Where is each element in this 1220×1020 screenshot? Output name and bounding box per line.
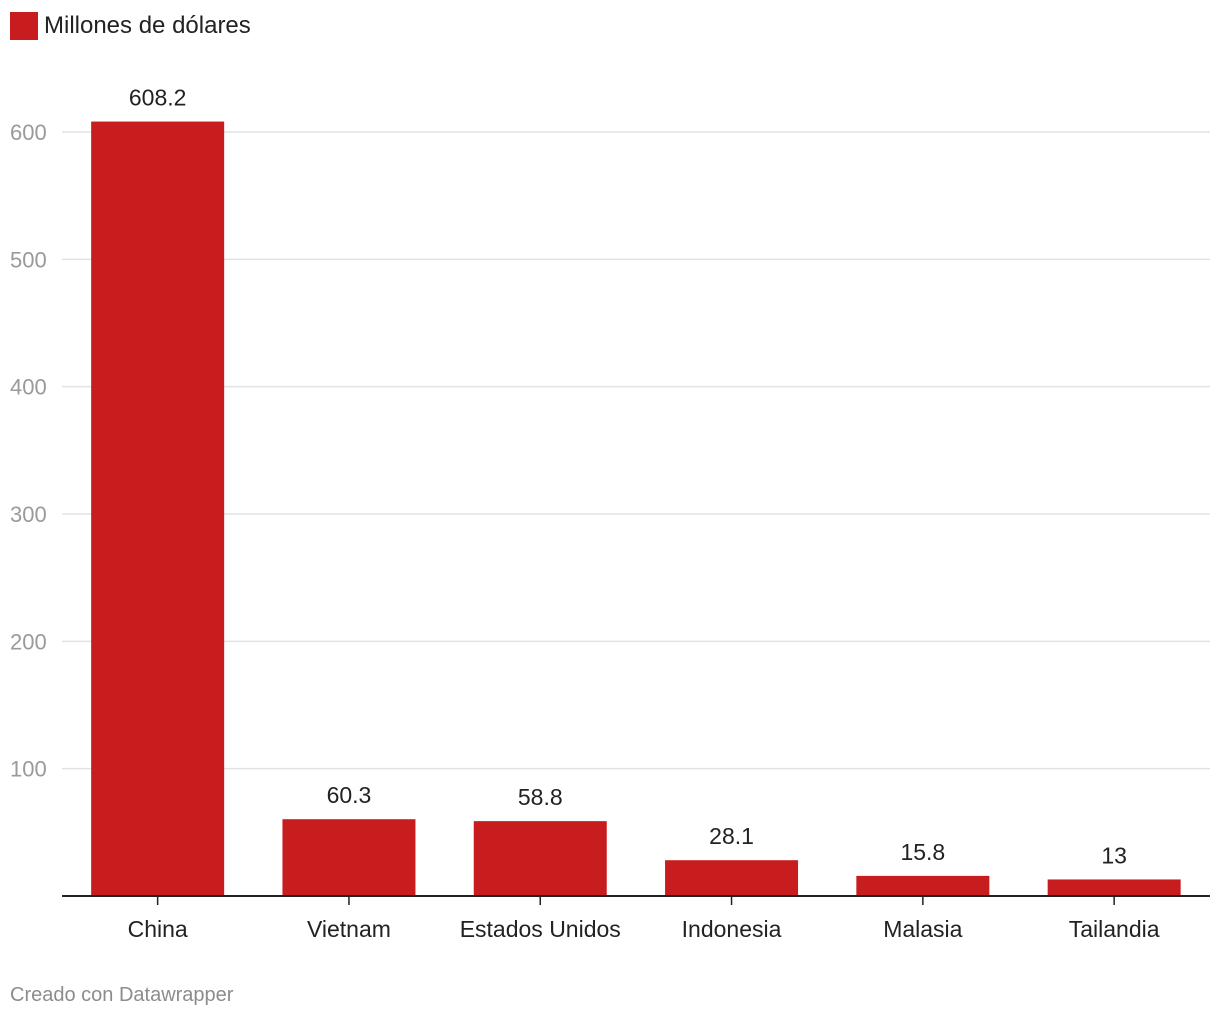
bar xyxy=(91,121,225,897)
bar-value-label: 15.8 xyxy=(900,839,945,865)
x-category-label: China xyxy=(128,916,188,942)
y-tick-label: 400 xyxy=(10,375,47,400)
footer-credit: Creado con Datawrapper xyxy=(10,984,234,1006)
y-tick-label: 100 xyxy=(10,757,47,782)
legend: Millones de dólares xyxy=(10,12,251,40)
bar xyxy=(282,819,416,896)
bar-value-label: 13 xyxy=(1101,842,1127,868)
bar xyxy=(1047,879,1181,896)
x-category-label: Indonesia xyxy=(682,916,782,942)
bar-value-label: 58.8 xyxy=(518,784,563,810)
y-tick-label: 300 xyxy=(10,502,47,527)
legend-label: Millones de dólares xyxy=(44,12,251,39)
x-category-label: Malasia xyxy=(883,916,962,942)
bar-value-label: 60.3 xyxy=(327,782,372,808)
y-tick-label: 500 xyxy=(10,247,47,272)
bar-value-label: 28.1 xyxy=(709,823,754,849)
x-category-label: Tailandia xyxy=(1069,916,1160,942)
bar xyxy=(856,875,990,896)
bar xyxy=(665,860,799,896)
y-tick-label: 600 xyxy=(10,120,47,145)
legend-swatch xyxy=(10,12,38,40)
x-category-label: Estados Unidos xyxy=(460,916,621,942)
y-tick-label: 200 xyxy=(10,629,47,654)
bar-value-label: 608.2 xyxy=(129,85,187,111)
x-category-label: Vietnam xyxy=(307,916,391,942)
bar xyxy=(473,821,607,896)
